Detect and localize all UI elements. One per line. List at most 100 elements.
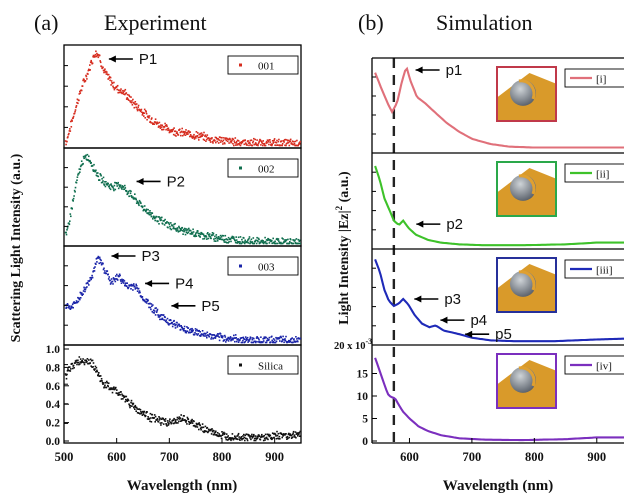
exp-point bbox=[274, 141, 277, 144]
exp-point bbox=[208, 139, 210, 141]
exp-point bbox=[206, 336, 208, 339]
sim-inset-sphere bbox=[509, 79, 536, 106]
exp-panel-frame bbox=[63, 344, 302, 444]
exp-point bbox=[158, 416, 160, 418]
exp-point bbox=[224, 234, 227, 237]
exp-point bbox=[250, 139, 253, 141]
exp-point bbox=[150, 417, 152, 419]
exp-point bbox=[298, 240, 301, 243]
exp-point bbox=[93, 169, 96, 172]
exp-point bbox=[67, 136, 69, 138]
exp-point bbox=[268, 336, 271, 339]
exp-point bbox=[123, 396, 126, 399]
exp-point bbox=[293, 434, 296, 436]
exp-point bbox=[154, 121, 156, 123]
exp-point bbox=[246, 439, 249, 442]
exp-point bbox=[70, 368, 72, 370]
exp-point bbox=[76, 301, 79, 304]
exp-point bbox=[274, 433, 277, 436]
exp-point bbox=[283, 139, 286, 141]
exp-point bbox=[299, 242, 301, 245]
exp-point bbox=[240, 437, 242, 439]
exp-point bbox=[81, 360, 83, 362]
exp-point bbox=[107, 183, 109, 185]
exp-point bbox=[96, 175, 99, 177]
exp-point bbox=[160, 424, 162, 426]
exp-point bbox=[131, 284, 134, 286]
exp-point bbox=[216, 435, 219, 437]
exp-point bbox=[111, 391, 114, 394]
exp-point bbox=[241, 240, 244, 243]
exp-point bbox=[92, 366, 94, 368]
exp-point bbox=[281, 242, 284, 245]
exp-point bbox=[173, 422, 176, 424]
exp-point bbox=[248, 435, 251, 437]
exp-point bbox=[261, 142, 264, 145]
exp-point bbox=[241, 341, 244, 344]
exp-point bbox=[94, 170, 97, 173]
exp-point bbox=[254, 439, 257, 442]
exp-point bbox=[252, 341, 255, 344]
exp-point bbox=[130, 283, 133, 286]
exp-ytick-label: 0.8 bbox=[46, 362, 61, 374]
exp-point bbox=[108, 388, 111, 390]
exp-point bbox=[199, 335, 202, 337]
exp-point bbox=[258, 435, 261, 438]
exp-point bbox=[146, 118, 148, 121]
exp-point bbox=[196, 426, 199, 428]
exp-point bbox=[76, 361, 79, 364]
exp-point bbox=[282, 339, 285, 341]
exp-point bbox=[253, 143, 256, 146]
exp-point bbox=[87, 73, 89, 75]
exp-point bbox=[288, 339, 290, 342]
sim-legend: [ii] bbox=[564, 163, 624, 183]
exp-point bbox=[168, 129, 170, 131]
exp-point bbox=[68, 223, 71, 226]
exp-point bbox=[253, 433, 255, 436]
exp-point bbox=[161, 216, 163, 219]
exp-point bbox=[116, 279, 119, 281]
exp-point bbox=[185, 421, 187, 423]
exp-point bbox=[119, 393, 121, 396]
exp-point bbox=[188, 131, 191, 134]
exp-point bbox=[134, 197, 137, 200]
exp-point bbox=[100, 65, 103, 68]
exp-point bbox=[265, 141, 268, 143]
sim-panel-1: [i]p1 bbox=[371, 57, 624, 153]
exp-point bbox=[295, 242, 297, 245]
exp-point bbox=[212, 234, 214, 236]
exp-point bbox=[101, 382, 104, 384]
exp-point bbox=[211, 137, 213, 139]
exp-point bbox=[181, 417, 184, 420]
exp-point bbox=[102, 268, 105, 271]
exp-point bbox=[80, 293, 82, 295]
exp-point bbox=[134, 101, 137, 103]
exp-point bbox=[206, 426, 209, 429]
exp-point bbox=[247, 341, 249, 343]
exp-point bbox=[223, 433, 226, 436]
sim-inset-shell bbox=[518, 174, 536, 195]
exp-legend-marker bbox=[239, 63, 242, 67]
exp-point bbox=[160, 217, 162, 219]
exp-point bbox=[197, 422, 200, 425]
sim-legend-box bbox=[564, 259, 624, 279]
exp-point bbox=[213, 334, 216, 336]
exp-point bbox=[104, 270, 106, 272]
exp-point bbox=[158, 419, 161, 421]
exp-point bbox=[115, 275, 117, 277]
exp-point bbox=[254, 340, 256, 343]
exp-point bbox=[91, 366, 93, 368]
exp-point bbox=[154, 216, 157, 219]
exp-point bbox=[103, 267, 105, 270]
exp-point bbox=[189, 229, 192, 232]
exp-point bbox=[155, 123, 158, 125]
exp-point bbox=[126, 400, 128, 402]
exp-point bbox=[247, 339, 250, 341]
exp-point bbox=[149, 306, 152, 309]
exp-point bbox=[183, 133, 185, 136]
exp-point bbox=[221, 234, 224, 237]
exp-point bbox=[97, 255, 100, 258]
exp-point bbox=[70, 126, 73, 128]
exp-point bbox=[130, 401, 132, 404]
exp-point bbox=[213, 238, 215, 240]
